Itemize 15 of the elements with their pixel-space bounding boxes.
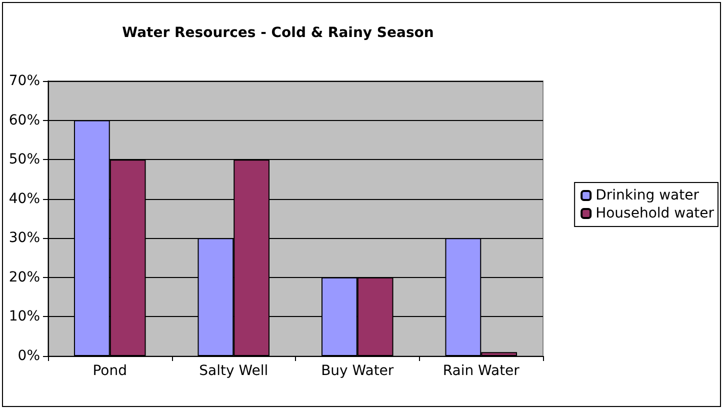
legend-label: Drinking water xyxy=(596,188,700,204)
y-tick-label: 10% xyxy=(8,308,40,325)
x-tick-label: Rain Water xyxy=(442,363,520,379)
legend-label: Household water xyxy=(596,206,714,222)
x-tick-label: Pond xyxy=(92,363,128,379)
y-tick-label: 0% xyxy=(18,348,40,364)
x-tick-label: Buy Water xyxy=(321,363,394,379)
y-tick-label: 40% xyxy=(8,190,40,207)
y-tick-label: 20% xyxy=(8,269,40,286)
y-tick-label: 60% xyxy=(8,112,40,128)
y-tick-label: 50% xyxy=(8,152,40,168)
y-tick-label: 70% xyxy=(8,73,40,89)
chart-title: Water Resources - Cold & Rainy Season xyxy=(122,25,434,41)
y-tick-label: 30% xyxy=(8,230,40,246)
x-tick-label: Salty Well xyxy=(199,363,268,379)
